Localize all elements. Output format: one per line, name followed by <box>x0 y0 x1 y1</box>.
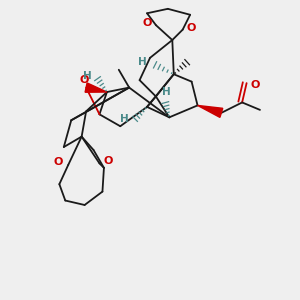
Text: O: O <box>250 80 260 90</box>
Polygon shape <box>85 83 107 92</box>
Text: H: H <box>138 57 147 67</box>
Text: H: H <box>120 114 128 124</box>
Text: H: H <box>82 71 91 81</box>
Text: O: O <box>186 23 196 33</box>
Text: O: O <box>53 158 62 167</box>
Text: O: O <box>80 75 89 85</box>
Text: O: O <box>104 156 113 166</box>
Polygon shape <box>198 105 223 117</box>
Text: H: H <box>162 87 171 97</box>
Text: O: O <box>143 18 152 28</box>
